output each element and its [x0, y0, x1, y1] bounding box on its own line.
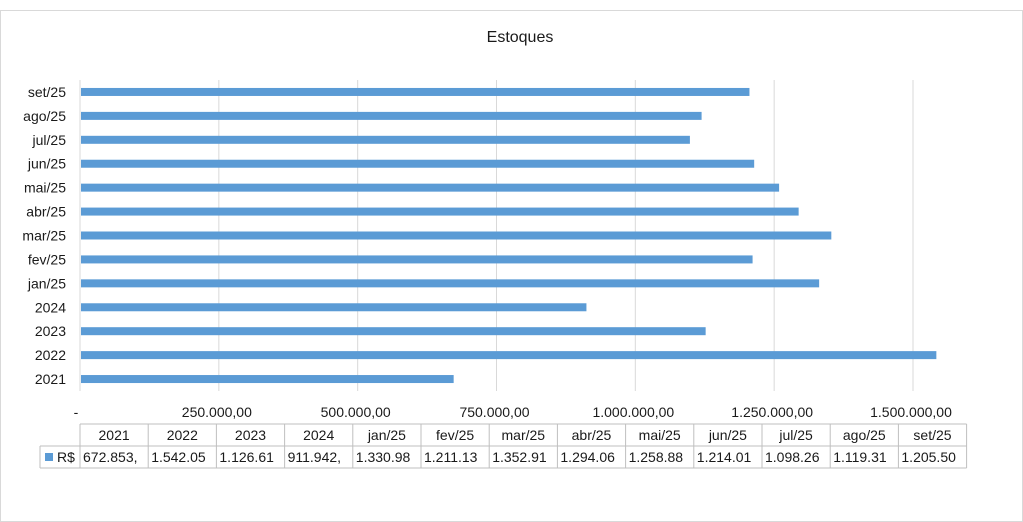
y-tick-label: set/25 — [28, 84, 66, 100]
table-value-cell: 1.126.61 — [219, 449, 274, 465]
bar-jun/25 — [81, 159, 755, 168]
y-axis-labels: 2021 2022 2023 2024 jan/25 fev/25 mar/25 abr/25… — [22, 84, 66, 387]
chart-border — [0, 10, 1023, 522]
table-value-cell: 1.258.88 — [629, 449, 684, 465]
table-header-cell: 2023 — [235, 427, 266, 443]
y-tick-label: mai/25 — [24, 180, 66, 196]
bar-2023 — [81, 327, 706, 336]
bar-abr/25 — [81, 207, 799, 216]
table-row-label: R$ — [57, 449, 75, 465]
x-tick-label: 500.000,00 — [321, 404, 391, 420]
table-header-cell: 2024 — [303, 427, 334, 443]
table-header-cell: ago/25 — [843, 427, 886, 443]
bar-2021 — [81, 375, 454, 384]
bar-jan/25 — [81, 279, 820, 288]
y-tick-label: abr/25 — [26, 204, 66, 220]
table-header-cell: mai/25 — [639, 427, 681, 443]
bar-mai/25 — [81, 183, 780, 192]
bar-jul/25 — [81, 135, 690, 144]
bar-ago/25 — [81, 111, 702, 120]
y-tick-label: 2021 — [35, 371, 66, 387]
y-tick-label: ago/25 — [23, 108, 66, 124]
table-value-cell: 1.542.05 — [151, 449, 206, 465]
table-value-cell: 1.352.91 — [492, 449, 547, 465]
bar-mar/25 — [81, 231, 832, 240]
table-header-cell: jul/25 — [778, 427, 813, 443]
x-tick-label: - — [74, 404, 79, 420]
bar-2022 — [81, 351, 937, 360]
table-header-cell: jun/25 — [708, 427, 747, 443]
table-header-cell: abr/25 — [572, 427, 612, 443]
y-tick-label: 2022 — [35, 347, 66, 363]
data-table: 2021 2022 2023 2024 jan/25 fev/25 mar/25 abr/25… — [39, 423, 968, 469]
y-tick-label: 2023 — [35, 323, 66, 339]
bars — [81, 87, 937, 384]
table-value-cell: 1.294.06 — [560, 449, 615, 465]
chart-title: Estoques — [487, 29, 554, 46]
table-header-cell: set/25 — [913, 427, 951, 443]
bar-fev/25 — [81, 255, 753, 264]
x-tick-label: 1.250.000,00 — [731, 404, 813, 420]
y-tick-label: 2024 — [35, 299, 66, 315]
table-header-cell: jan/25 — [367, 427, 406, 443]
bar-set/25 — [81, 87, 750, 96]
x-tick-label: 250.000,00 — [182, 404, 252, 420]
y-tick-label: jan/25 — [27, 275, 66, 291]
table-value-cell: 911.942, — [288, 449, 341, 465]
legend-key — [45, 453, 53, 461]
table-value-cell: 1.214.01 — [697, 449, 752, 465]
bar-2024 — [81, 303, 587, 312]
x-axis-labels: - 250.000,00 500.000,00 750.000,00 1.000.000… — [74, 404, 952, 420]
table-header-cell: fev/25 — [436, 427, 474, 443]
y-tick-label: jul/25 — [32, 132, 67, 148]
table-value-cell: 1.119.31 — [833, 449, 887, 465]
y-tick-label: jun/25 — [27, 156, 66, 172]
x-tick-label: 750.000,00 — [459, 404, 529, 420]
table-value-cell: 1.330.98 — [356, 449, 411, 465]
x-tick-label: 1.000.000,00 — [592, 404, 674, 420]
table-value-cell: 1.211.13 — [424, 449, 478, 465]
y-tick-label: mar/25 — [22, 228, 66, 244]
table-header-cell: 2022 — [167, 427, 198, 443]
table-value-cell: 1.205.50 — [901, 449, 956, 465]
table-value-cell: 672.853, — [83, 449, 138, 465]
table-header-cell: mar/25 — [502, 427, 546, 443]
y-tick-label: fev/25 — [28, 251, 66, 267]
table-value-cell: 1.098.26 — [765, 449, 820, 465]
x-tick-label: 1.500.000,00 — [870, 404, 952, 420]
table-header-cell: 2021 — [99, 427, 130, 443]
